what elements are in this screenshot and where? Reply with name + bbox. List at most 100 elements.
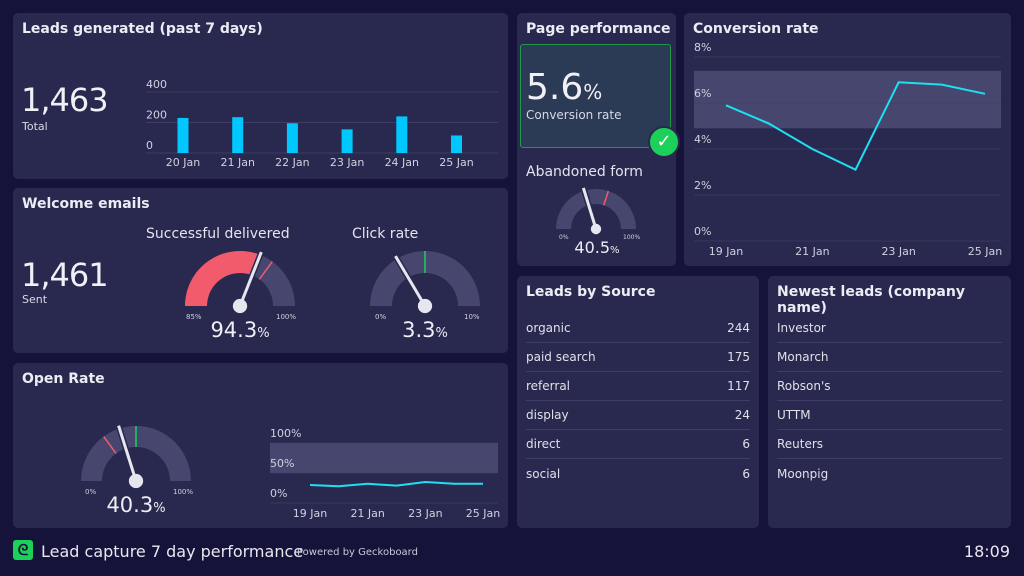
sent-label: Sent — [22, 293, 48, 306]
source-count: 175 — [727, 350, 750, 364]
svg-text:0%: 0% — [375, 313, 386, 321]
y-tick-label: 100% — [270, 427, 301, 440]
panel-title: Conversion rate — [693, 21, 819, 37]
gauge-fill — [185, 251, 261, 306]
source-count: 244 — [727, 321, 750, 335]
gauge-marker — [603, 190, 610, 206]
y-tick-label: 2% — [694, 179, 711, 192]
gauge-labels: 85% 100% 0% 10% — [186, 313, 480, 321]
clock: 18:09 — [963, 542, 1010, 561]
powered-by: Powered by Geckoboard — [297, 547, 418, 558]
svg-text:0%: 0% — [559, 234, 569, 241]
source-list: organic 244 paid search 175 referral 117 displ… — [526, 314, 750, 488]
geckoboard-logo-icon: ᘓ — [13, 540, 33, 560]
company-name: UTTM — [777, 408, 811, 422]
lead-row[interactable]: Monarch — [777, 343, 1002, 372]
abandoned-form-label: Abandoned form — [526, 164, 643, 180]
source-row[interactable]: organic 244 — [526, 314, 750, 343]
company-name: Robson's — [777, 379, 831, 393]
source-row[interactable]: direct 6 — [526, 430, 750, 459]
delivered-value: 94.3% — [210, 318, 270, 342]
company-name: Investor — [777, 321, 826, 335]
gauge-labels: 0% 100% — [85, 488, 193, 496]
x-tick-label: 24 Jan — [385, 156, 419, 169]
click-rate-label: Click rate — [352, 226, 419, 242]
leads-total-label: Total — [22, 120, 48, 133]
source-name: organic — [526, 321, 571, 335]
source-name: paid search — [526, 350, 596, 364]
y-tick-label: 400 — [146, 78, 167, 91]
click-rate-gauge — [370, 251, 480, 314]
lead-row[interactable]: Robson's — [777, 372, 1002, 401]
source-row[interactable]: social 6 — [526, 459, 750, 488]
svg-text:0%: 0% — [85, 488, 96, 496]
lead-row[interactable]: Reuters — [777, 430, 1002, 459]
leads-by-source-panel: Leads by Source organic 244 paid search 175… — [517, 276, 759, 528]
source-row[interactable]: referral 117 — [526, 372, 750, 401]
y-tick-label: 0% — [694, 225, 711, 238]
source-count: 24 — [734, 408, 750, 422]
x-tick-label: 19 Jan — [709, 245, 743, 258]
lead-row[interactable]: UTTM — [777, 401, 1002, 430]
leads-total: 1,463 — [21, 81, 109, 119]
leads-panel: Leads generated (past 7 days) 1,463 Tota… — [13, 13, 508, 179]
gauge-needle — [117, 425, 138, 482]
gauge-marker — [258, 261, 273, 280]
lead-row[interactable]: Investor — [777, 314, 1002, 343]
x-tick-label: 25 Jan — [439, 156, 473, 169]
x-tick-label: 23 Jan — [881, 245, 915, 258]
gauge-needle — [238, 251, 263, 307]
bar — [177, 117, 189, 153]
x-tick-label: 22 Jan — [275, 156, 309, 169]
series-line — [725, 81, 986, 172]
conversion-rate-panel: Conversion rate 8% 6% 4% 2% 0% 19 Jan 21 Jan 23… — [684, 13, 1011, 266]
source-name: social — [526, 466, 561, 481]
x-tick-label: 21 Jan — [220, 156, 254, 169]
x-tick-label: 21 Jan — [350, 507, 384, 520]
sent-count: 1,461 — [21, 256, 109, 294]
open-rate-line-chart: 100% 50% 0% 19 Jan 21 Jan 23 Jan 25 Jan — [270, 427, 500, 520]
x-tick-label: 23 Jan — [330, 156, 364, 169]
welcome-panel: Welcome emails 1,461 Sent Successful del… — [13, 188, 508, 353]
gauge-hub — [590, 223, 602, 235]
page-performance-panel: Page performance 5.6% Conversion rate ✓ … — [517, 13, 680, 266]
company-name: Reuters — [777, 437, 824, 451]
x-tick-label: 25 Jan — [968, 245, 1002, 258]
bar — [232, 117, 244, 153]
panel-title: Welcome emails — [22, 196, 150, 212]
panel-title: Leads by Source — [526, 284, 656, 300]
gauge-marker — [103, 436, 117, 454]
abandoned-form-gauge — [556, 187, 636, 235]
source-row[interactable]: paid search 175 — [526, 343, 750, 372]
gauge-track — [556, 189, 636, 229]
delivered-label: Successful delivered — [146, 226, 290, 242]
newest-leads-panel: Newest leads (company name) Investor Mona… — [768, 276, 1011, 528]
click-value: 3.3% — [402, 318, 448, 342]
open-rate-panel: Open Rate 40.3% 0% 100% 100% 50% 0% 19 Jan 2… — [13, 363, 508, 528]
y-tick-label: 8% — [694, 41, 711, 54]
x-tick-label: 20 Jan — [166, 156, 200, 169]
dashboard-title: Lead capture 7 day performance — [41, 542, 304, 561]
gauge-needle — [394, 255, 427, 307]
gauge-track — [81, 426, 191, 481]
open-rate-gauge — [81, 424, 191, 489]
source-count: 117 — [727, 379, 750, 393]
bar — [341, 129, 353, 153]
check-circle-icon: ✓ — [648, 126, 680, 158]
conversion-line-chart: 8% 6% 4% 2% 0% 19 Jan 21 Jan 23 Jan 25 Jan — [694, 41, 1002, 258]
conversion-rate-value: 5.6% — [526, 67, 603, 108]
lead-row[interactable]: Moonpig — [777, 459, 1002, 488]
source-row[interactable]: display 24 — [526, 401, 750, 430]
svg-text:85%: 85% — [186, 313, 202, 321]
y-tick-label: 0 — [146, 139, 153, 152]
bar — [451, 135, 462, 153]
source-count: 6 — [742, 437, 750, 451]
series-line — [309, 480, 483, 488]
panel-title: Leads generated (past 7 days) — [22, 21, 263, 37]
target-band — [270, 443, 498, 473]
source-count: 6 — [742, 466, 750, 481]
y-tick-label: 4% — [694, 133, 711, 146]
gauge-hub — [417, 298, 433, 314]
target-band — [694, 70, 1001, 129]
bar — [286, 123, 298, 153]
